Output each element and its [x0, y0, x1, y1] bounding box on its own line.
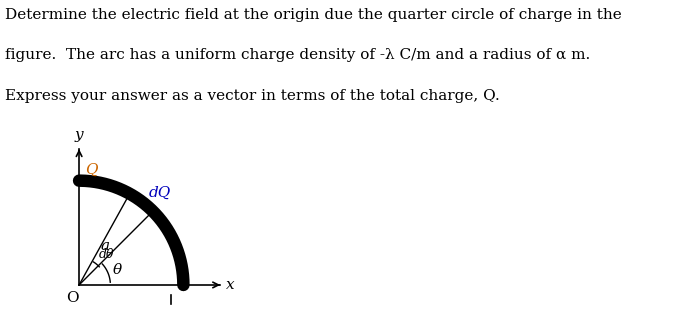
- Text: x: x: [226, 278, 235, 292]
- Text: dθ: dθ: [99, 248, 115, 261]
- Text: a: a: [101, 239, 110, 253]
- Text: θ: θ: [113, 263, 122, 277]
- Text: figure.  The arc has a uniform charge density of -λ C/m and a radius of α m.: figure. The arc has a uniform charge den…: [5, 48, 591, 62]
- Text: dQ: dQ: [149, 186, 171, 200]
- Text: Q: Q: [85, 162, 98, 176]
- Text: Determine the electric field at the origin due the quarter circle of charge in t: Determine the electric field at the orig…: [5, 8, 622, 22]
- Text: y: y: [75, 128, 83, 142]
- Text: O: O: [66, 291, 79, 305]
- Text: Express your answer as a vector in terms of the total charge, Q.: Express your answer as a vector in terms…: [5, 89, 500, 103]
